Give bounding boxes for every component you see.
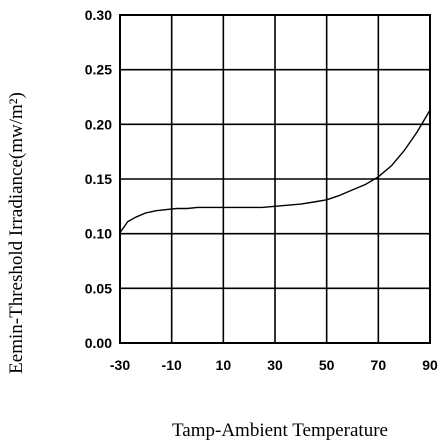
plot-frame: [119, 14, 431, 344]
series-line: [119, 109, 431, 234]
x-tick-label: 70: [371, 357, 387, 373]
x-axis-ticks: -30 -10 10 30 50 70 90: [110, 357, 438, 373]
grid: [119, 14, 431, 344]
x-tick-label: 10: [216, 357, 232, 373]
y-axis-label: Eemin-Threshold Irradiance(mw/m²): [6, 92, 27, 374]
x-tick-label: 30: [267, 357, 283, 373]
plot-area: [119, 109, 431, 234]
y-axis-ticks: 0.00 0.05 0.10 0.15 0.20 0.25 0.30: [85, 7, 112, 351]
y-tick-label: 0.00: [85, 335, 112, 351]
y-tick-label: 0.20: [85, 116, 112, 132]
y-tick-label: 0.15: [85, 171, 112, 187]
x-tick-label: -30: [110, 357, 130, 373]
y-tick-label: 0.25: [85, 62, 112, 78]
x-tick-label: 50: [319, 357, 335, 373]
y-tick-label: 0.05: [85, 280, 112, 296]
x-tick-label: 90: [422, 357, 438, 373]
x-tick-label: -10: [162, 357, 182, 373]
y-tick-label: 0.30: [85, 7, 112, 23]
x-axis-label: Tamp-Ambient Temperature: [172, 420, 388, 441]
y-tick-label: 0.10: [85, 226, 112, 242]
